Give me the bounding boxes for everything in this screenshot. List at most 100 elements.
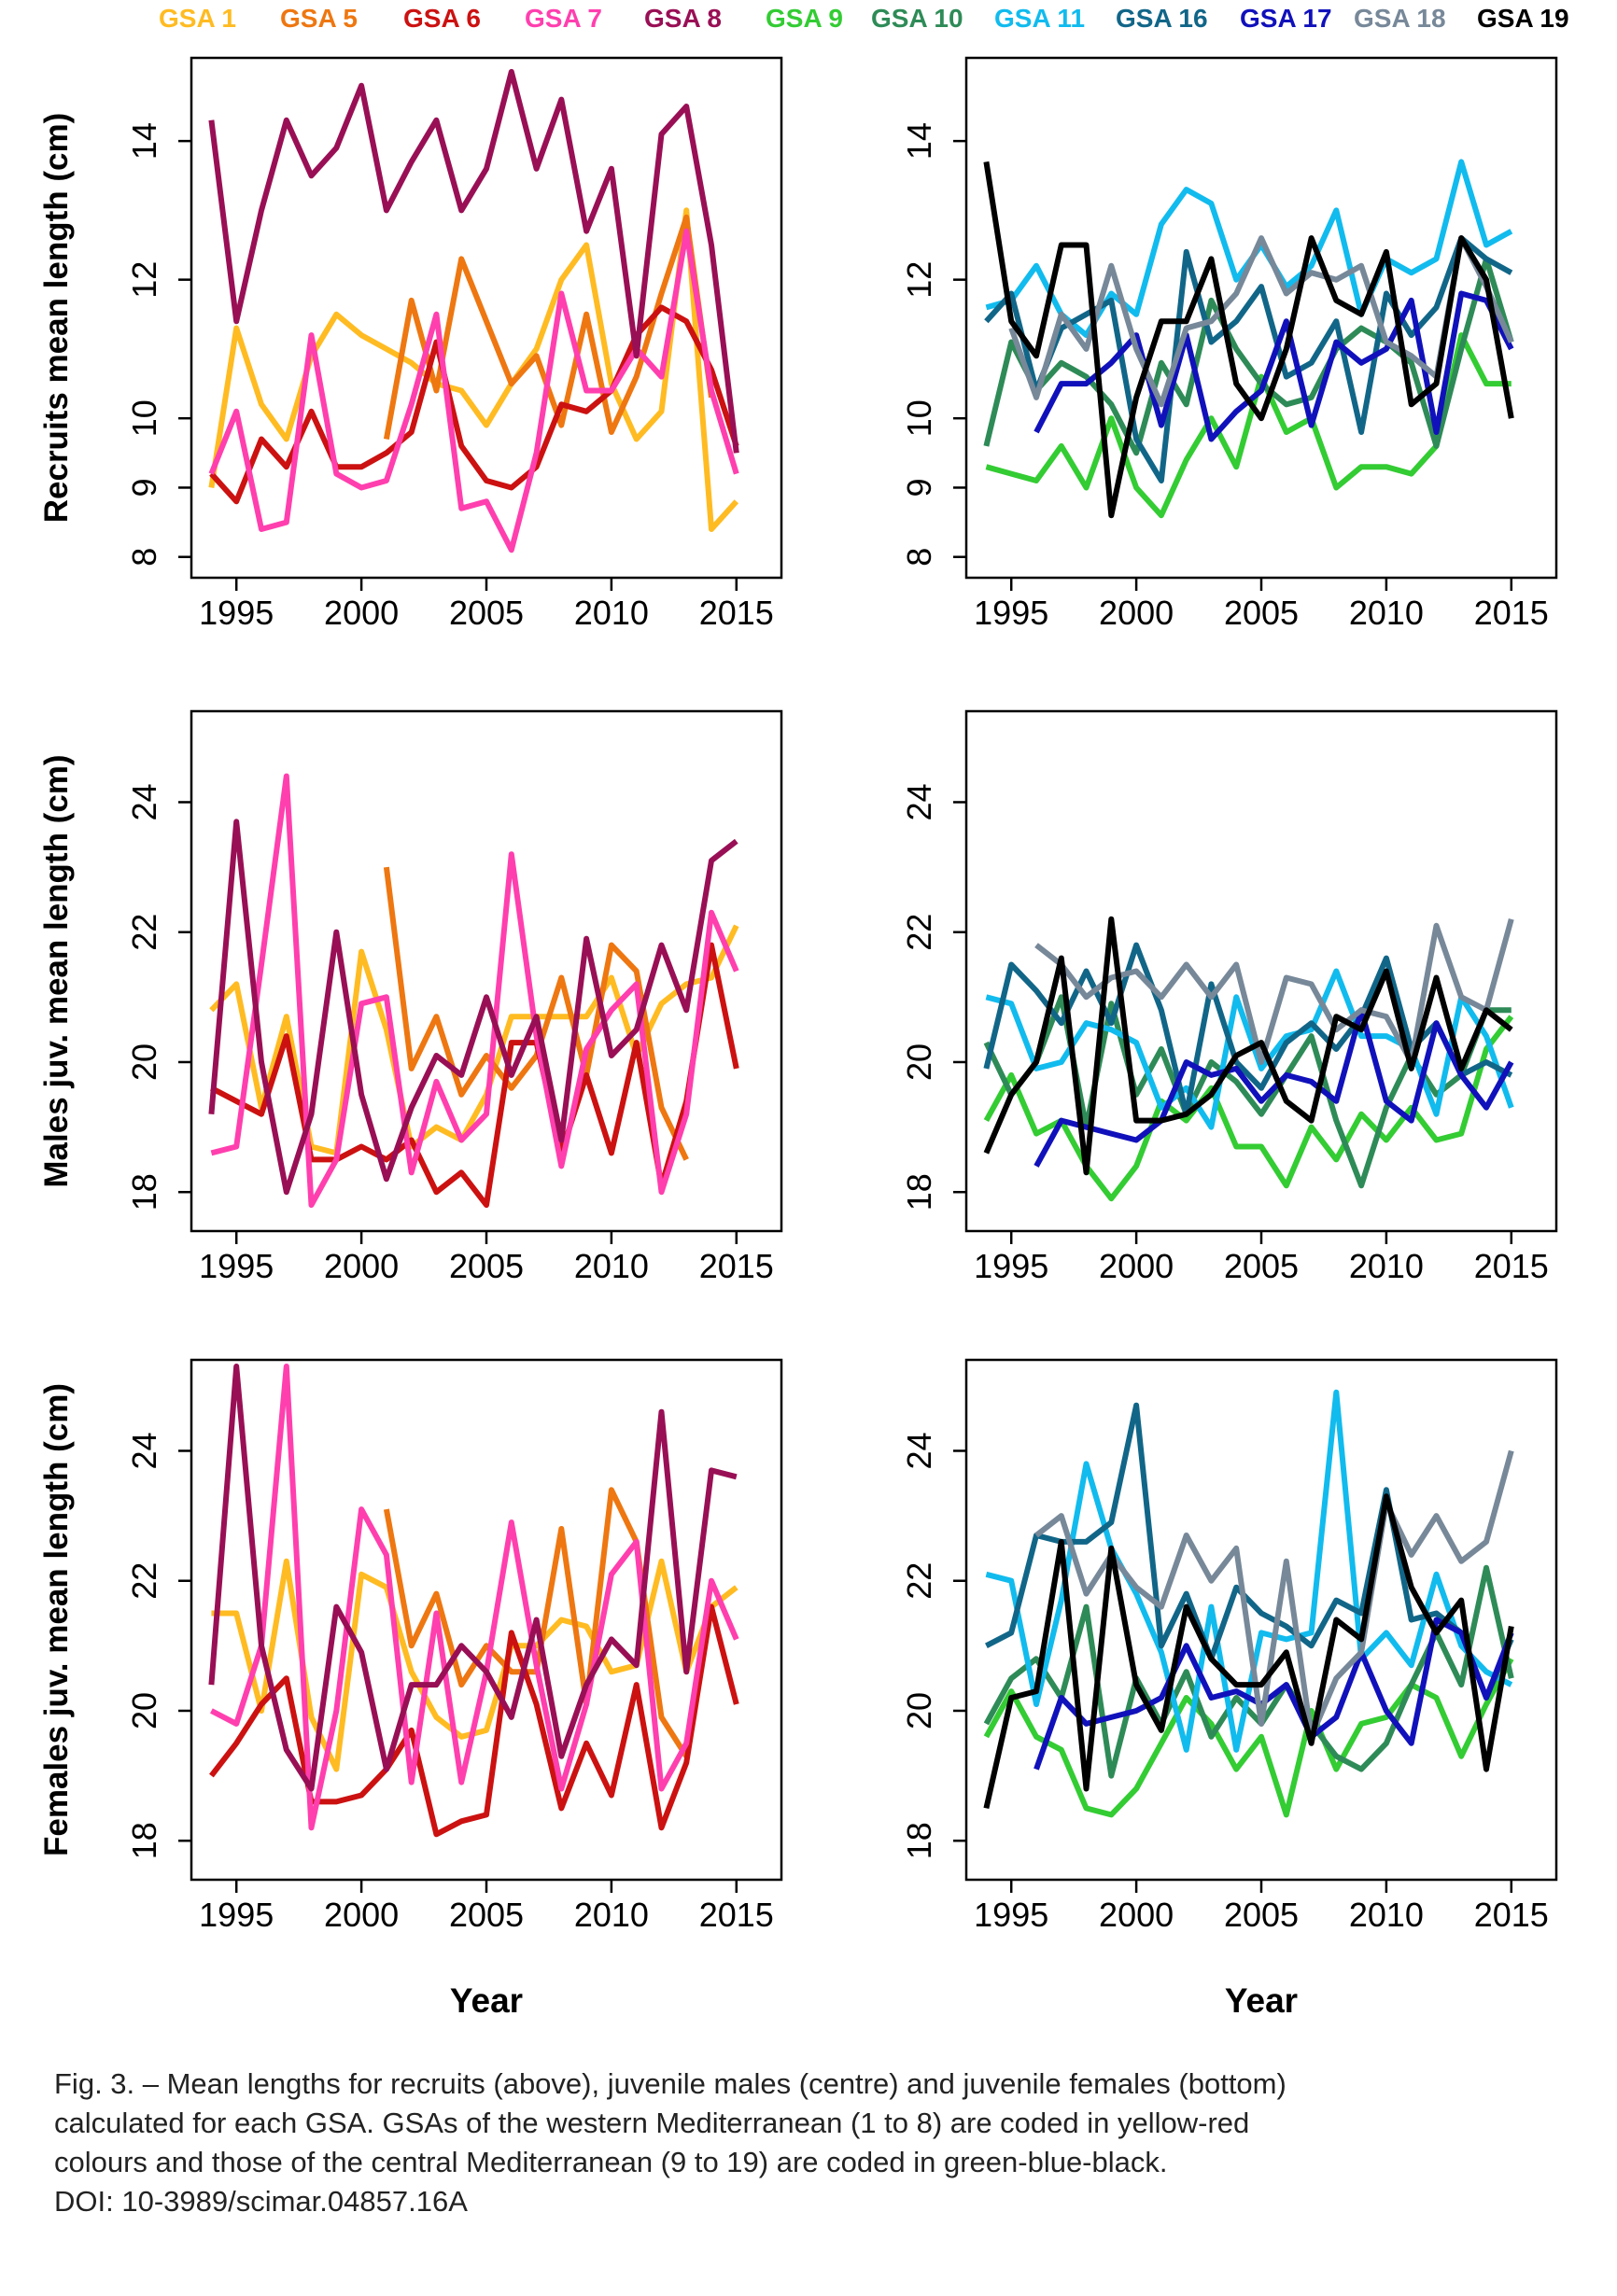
legend-item-gsa-11: GSA 11 — [994, 4, 1086, 33]
y-tick-label: 22 — [900, 914, 938, 951]
x-tick-label: 1995 — [199, 1896, 274, 1934]
legend-item-gsa-18: GSA 18 — [1354, 4, 1446, 33]
series-line-gsa-7 — [210, 773, 739, 1209]
x-tick-label: 2005 — [1224, 1896, 1299, 1934]
panel-males-central: 1995 2000 2005 2010 2015 18 20 22 24 — [900, 709, 1558, 1285]
x-tick-label: 1995 — [974, 1896, 1048, 1934]
x-tick-label: 2005 — [449, 1247, 524, 1285]
legend-item-gsa-6: GSA 6 — [403, 4, 481, 33]
x-tick-label: 2015 — [1474, 594, 1549, 632]
series-line-gsa-16 — [984, 235, 1513, 483]
x-tick-label: 1995 — [974, 594, 1048, 632]
series-line-gsa-8 — [208, 819, 738, 1196]
x-tick-label: 2000 — [324, 1896, 399, 1934]
y-tick-label: 10 — [900, 399, 938, 437]
x-tick-label: 2015 — [699, 1896, 774, 1934]
y-tick-label: 9 — [900, 478, 938, 497]
series-line-gsa-16 — [983, 942, 1513, 1117]
legend-item-gsa-8: GSA 8 — [644, 4, 722, 33]
x-axis-title: Year — [1225, 1981, 1298, 2020]
series-line-gsa-17 — [1033, 1007, 1514, 1168]
x-tick-label: 2010 — [1349, 1247, 1424, 1285]
y-tick-label: 9 — [125, 478, 163, 497]
legend-item-gsa-5: GSA 5 — [280, 4, 358, 33]
y-tick-label: 20 — [900, 1692, 938, 1729]
plot-frame — [964, 709, 1558, 1233]
y-tick-label: 12 — [900, 261, 938, 299]
series-line-gsa-1 — [208, 207, 739, 532]
series-line-gsa-7 — [210, 1364, 739, 1831]
series-line-gsa-19 — [983, 1493, 1514, 1810]
series-line-gsa-17 — [1033, 290, 1514, 442]
series-line-gsa-11 — [985, 1389, 1513, 1753]
legend-item-gsa-16: GSA 16 — [1116, 4, 1208, 33]
y-axis-title: Males juv. mean length (cm) — [38, 754, 75, 1187]
y-tick-label: 20 — [900, 1043, 938, 1081]
series-line-gsa-18 — [1034, 918, 1514, 1065]
y-tick-label: 22 — [125, 914, 163, 951]
x-tick-label: 1995 — [199, 594, 274, 632]
x-tick-label: 2015 — [1474, 1896, 1549, 1934]
x-tick-label: 2000 — [324, 1247, 399, 1285]
y-tick-label: 24 — [125, 783, 163, 820]
x-tick-label: 2010 — [1349, 594, 1424, 632]
series-line-gsa-5 — [383, 866, 689, 1161]
figure-caption: Fig. 3. – Mean lengths for recruits (abo… — [54, 2065, 1585, 2221]
panel-females-central: 1995 2000 2005 2010 2015 18 20 22 24 Year — [900, 1358, 1558, 2020]
caption-line-3: colours and those of the central Mediter… — [54, 2146, 1168, 2178]
y-tick-label: 18 — [125, 1822, 163, 1859]
caption-line-2: calculated for each GSA. GSAs of the wes… — [54, 2107, 1250, 2139]
series-line-gsa-6 — [210, 942, 739, 1209]
y-tick-label: 20 — [125, 1043, 163, 1081]
y-tick-label: 12 — [125, 261, 163, 299]
x-tick-label: 2010 — [574, 1247, 649, 1285]
y-tick-label: 14 — [125, 122, 163, 160]
y-axis-title: Females juv. mean length (cm) — [38, 1383, 75, 1856]
series-line-gsa-17 — [1033, 1617, 1514, 1771]
panel-recruits-central: 1995 2000 2005 2010 2015 8 9 10 12 14 — [900, 56, 1558, 632]
legend-item-gsa-7: GSA 7 — [525, 4, 602, 33]
panel-males-western: 1995 2000 2005 2010 2015 18 20 22 24 Males juv. m… — [38, 709, 783, 1285]
legend-item-gsa-9: GSA 9 — [766, 4, 843, 33]
series-line-gsa-16 — [985, 1402, 1514, 1701]
series-line-gsa-6 — [209, 1603, 739, 1838]
series-line-gsa-10 — [983, 256, 1514, 456]
y-tick-label: 24 — [125, 1432, 163, 1469]
x-tick-label: 2010 — [574, 594, 649, 632]
x-tick-label: 2005 — [1224, 1247, 1299, 1285]
legend-item-gsa-10: GSA 10 — [871, 4, 963, 33]
y-tick-label: 22 — [125, 1562, 163, 1600]
y-tick-label: 20 — [125, 1692, 163, 1729]
x-tick-label: 2015 — [1474, 1247, 1549, 1285]
figure: 1995 2000 2005 2010 2015 8 9 10 12 14 Recruits mea… — [38, 56, 1558, 2020]
y-tick-label: 22 — [900, 1562, 938, 1600]
x-tick-label: 2010 — [574, 1896, 649, 1934]
y-tick-label: 24 — [900, 1432, 938, 1469]
caption-line-4: DOI: 10-3989/scimar.04857.16A — [54, 2185, 468, 2218]
panel-recruits-western: 1995 2000 2005 2010 2015 8 9 10 12 14 Recruits mea… — [38, 56, 783, 632]
x-tick-label: 2000 — [1099, 1896, 1174, 1934]
y-tick-label: 18 — [900, 1173, 938, 1211]
x-tick-label: 2000 — [1099, 594, 1174, 632]
y-tick-label: 8 — [900, 548, 938, 567]
legend: GSA 1 GSA 5 GSA 6 GSA 7 GSA 8 GSA 9 GSA 10 GSA … — [0, 0, 1617, 39]
x-tick-label: 2005 — [449, 1896, 524, 1934]
legend-item-gsa-19: GSA 19 — [1477, 4, 1569, 33]
y-tick-label: 8 — [125, 548, 163, 567]
x-tick-label: 1995 — [199, 1247, 274, 1285]
x-tick-label: 2005 — [1224, 594, 1299, 632]
series-line-gsa-7 — [208, 228, 739, 553]
legend-item-gsa-17: GSA 17 — [1240, 4, 1332, 33]
x-tick-label: 2015 — [699, 594, 774, 632]
legend-item-gsa-1: GSA 1 — [159, 4, 236, 33]
y-tick-label: 18 — [125, 1173, 163, 1211]
y-tick-label: 18 — [900, 1822, 938, 1859]
y-axis-title: Recruits mean length (cm) — [38, 113, 75, 524]
panel-females-western: 1995 2000 2005 2010 2015 18 20 22 24 Females juv.… — [38, 1358, 783, 2020]
x-tick-label: 2005 — [449, 594, 524, 632]
x-tick-label: 2015 — [699, 1247, 774, 1285]
y-tick-label: 14 — [900, 122, 938, 160]
x-tick-label: 2000 — [1099, 1247, 1174, 1285]
series-line-gsa-9 — [985, 332, 1512, 519]
series-line-gsa-9 — [983, 1015, 1514, 1202]
